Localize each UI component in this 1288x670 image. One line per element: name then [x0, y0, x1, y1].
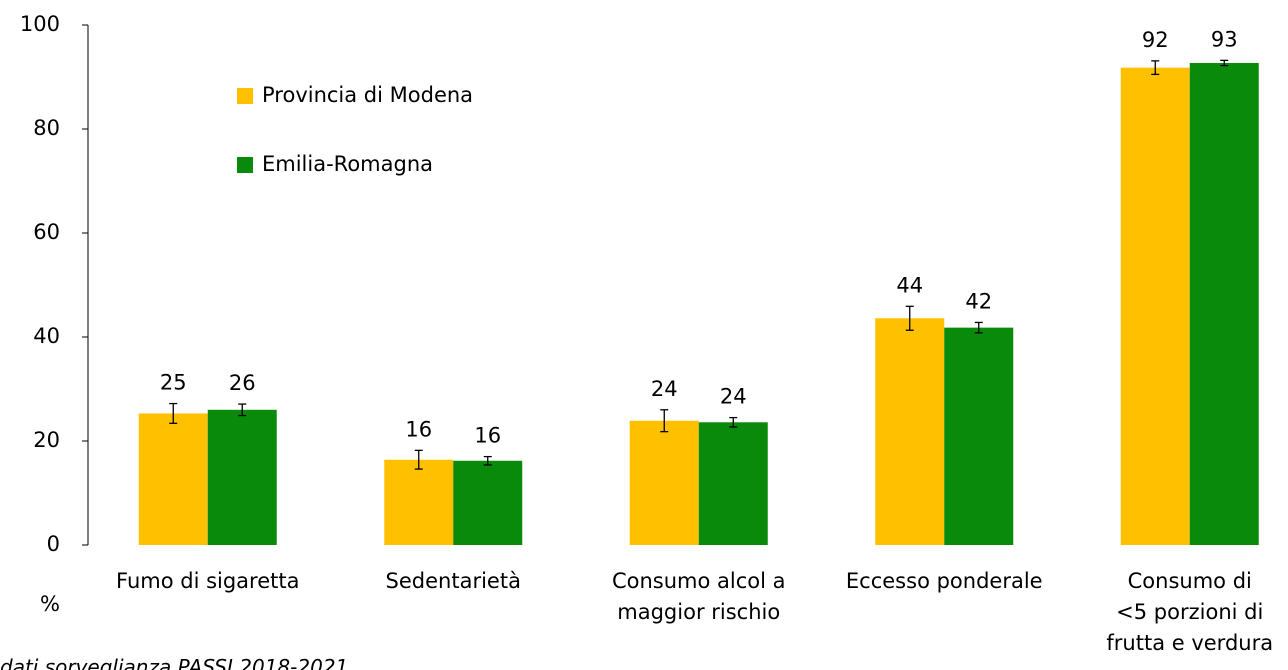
y-tick-label: 100 [20, 12, 60, 36]
legend-label: Emilia-Romagna [262, 152, 433, 176]
data-label: 16 [405, 417, 432, 441]
bar [453, 460, 523, 545]
x-tick-label: Sedentarietà [385, 569, 521, 593]
data-label: 44 [896, 273, 923, 297]
bar [875, 318, 945, 545]
data-label: 92 [1142, 28, 1169, 52]
data-label: 16 [474, 424, 501, 448]
bar [138, 413, 208, 545]
x-tick-label: Eccesso ponderale [845, 569, 1043, 593]
y-tick-label: 40 [33, 324, 60, 348]
bar [384, 459, 454, 545]
y-tick-label: 60 [33, 220, 60, 244]
data-label: 26 [229, 371, 256, 395]
data-label: 24 [651, 377, 678, 401]
data-label: 24 [720, 385, 747, 409]
x-tick-label: Consumo di <5 porzioni di frutta e verdu… [1106, 569, 1274, 655]
bar [1189, 62, 1259, 546]
bar [944, 327, 1014, 545]
legend-label: Provincia di Modena [262, 83, 473, 107]
bar [1120, 67, 1190, 545]
bar [629, 420, 699, 545]
data-label: 93 [1211, 27, 1238, 51]
data-label: 42 [965, 289, 992, 313]
y-axis-label: % [40, 592, 60, 616]
legend-swatch [237, 88, 253, 104]
y-tick-label: 20 [33, 428, 60, 452]
bar [698, 422, 768, 545]
x-tick-label: Fumo di sigaretta [116, 569, 300, 593]
source-note: dati sorveglianza PASSI 2018-2021 [0, 655, 349, 670]
x-tick-label: Consumo alcol a maggior rischio [611, 569, 786, 624]
y-tick-label: 0 [47, 532, 60, 556]
bar [207, 409, 277, 545]
data-label: 25 [160, 371, 187, 395]
y-tick-label: 80 [33, 116, 60, 140]
legend-swatch [237, 157, 253, 173]
